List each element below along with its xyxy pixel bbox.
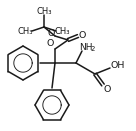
Text: O: O (47, 29, 55, 39)
Text: O: O (103, 84, 111, 94)
Text: O: O (46, 40, 54, 48)
Text: OH: OH (111, 61, 125, 70)
Text: CH₃: CH₃ (54, 28, 70, 37)
Text: NH: NH (79, 43, 93, 53)
Text: CH₃: CH₃ (36, 7, 52, 15)
Text: CH₃: CH₃ (17, 28, 33, 37)
Text: 2: 2 (91, 46, 95, 52)
Text: O: O (78, 31, 86, 40)
